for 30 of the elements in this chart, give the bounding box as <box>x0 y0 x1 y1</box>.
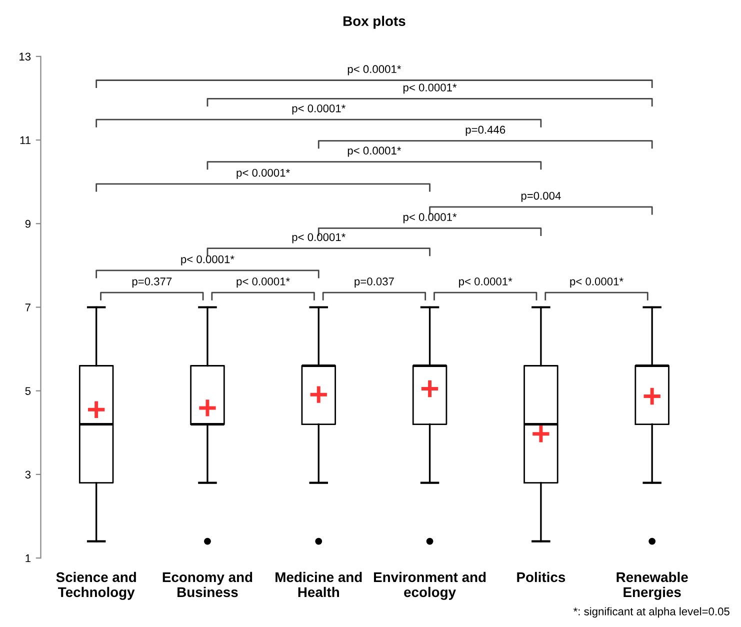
y-tick-label: 7 <box>25 304 30 312</box>
chart-title: Box plots <box>344 16 406 29</box>
annotation: p< 0.0001* <box>236 168 290 179</box>
y-tick-label: 5 <box>25 387 31 395</box>
annotation: p< 0.0001* <box>570 278 624 288</box>
y-tick-label: 13 <box>20 52 31 61</box>
text: *: significant at alpha level=0.05 <box>573 607 730 618</box>
annotation: p=0.377 <box>132 278 172 288</box>
annotation: p< 0.0001* <box>348 146 402 157</box>
y-tick-label: 3 <box>25 470 31 479</box>
y-tick-label: 9 <box>25 220 31 228</box>
annotation: p< 0.0001* <box>292 104 346 115</box>
y-tick-label: 11 <box>20 136 30 144</box>
x-tick-label: Economy and Business <box>162 572 252 598</box>
annotation: p< 0.0001* <box>459 278 512 288</box>
annotation: p< 0.0001* <box>403 84 457 94</box>
x-tick-label: Politics <box>517 572 566 582</box>
annotation: p< 0.0001* <box>181 255 234 266</box>
x-tick-label: Science and Technology <box>56 572 136 600</box>
x-tick-label: Medicine and Health <box>276 572 362 598</box>
annotation: p=0.004 <box>521 192 561 202</box>
annotation: p< 0.0001* <box>348 65 402 76</box>
x-tick-label: Renewable Energies <box>616 572 688 600</box>
annotation: p=0.037 <box>354 278 394 288</box>
annotation: p< 0.0001* <box>292 233 346 244</box>
x-tick-label: Environment and ecology <box>374 572 486 600</box>
annotation: p< 0.0001* <box>236 278 290 288</box>
annotation: p=0.446 <box>466 126 506 136</box>
y-tick-label: 1 <box>26 554 30 562</box>
annotation: p< 0.0001* <box>403 213 457 224</box>
